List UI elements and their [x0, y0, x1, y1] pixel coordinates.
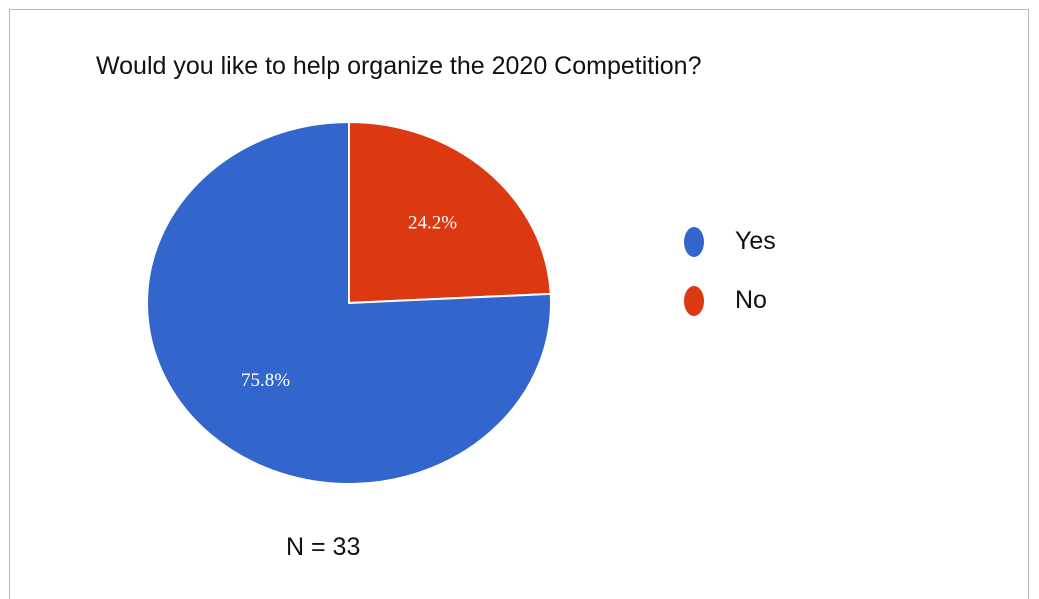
pie-slice-yes[interactable] — [146, 120, 552, 485]
legend: Yes No — [684, 226, 776, 344]
slice-label-no: 24.2% — [408, 213, 457, 234]
legend-item-no[interactable]: No — [684, 285, 776, 316]
slice-label-yes: 75.8% — [241, 370, 290, 391]
legend-label-yes: Yes — [735, 227, 776, 255]
pie-slice-no[interactable] — [348, 120, 552, 305]
pie-slices — [146, 120, 552, 485]
chart-title: Would you like to help organize the 2020… — [96, 52, 702, 80]
legend-swatch-no — [684, 285, 704, 316]
legend-item-yes[interactable]: Yes — [684, 226, 776, 257]
legend-swatch-yes — [684, 226, 704, 257]
sample-size-note: N = 33 — [286, 533, 361, 561]
pie-slice-labels: 24.2% 75.8% — [241, 213, 457, 391]
legend-label-no: No — [735, 286, 767, 314]
